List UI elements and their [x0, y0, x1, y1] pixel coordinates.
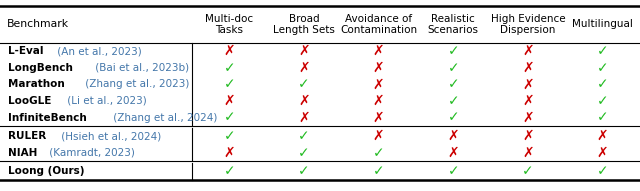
Text: Marathon: Marathon: [8, 79, 65, 89]
Text: (Li et al., 2023): (Li et al., 2023): [64, 96, 147, 106]
Text: ✗: ✗: [373, 111, 385, 125]
Text: ✓: ✓: [373, 164, 385, 178]
Text: LongBench: LongBench: [8, 63, 73, 73]
Text: (An et al., 2023): (An et al., 2023): [54, 46, 142, 56]
Text: ✓: ✓: [597, 61, 609, 75]
Text: ✓: ✓: [298, 146, 310, 160]
Text: ✓: ✓: [597, 94, 609, 108]
Text: ✓: ✓: [522, 164, 534, 178]
Text: ✗: ✗: [373, 61, 385, 75]
Text: ✓: ✓: [597, 111, 609, 125]
Text: (Zhang et al., 2023): (Zhang et al., 2023): [81, 79, 189, 89]
Text: ✗: ✗: [597, 146, 609, 160]
Text: Benchmark: Benchmark: [6, 19, 68, 29]
Text: ✗: ✗: [298, 44, 310, 58]
Text: ✗: ✗: [298, 94, 310, 108]
Text: NIAH: NIAH: [8, 148, 38, 158]
Text: ✗: ✗: [447, 146, 459, 160]
Text: (Kamradt, 2023): (Kamradt, 2023): [46, 148, 135, 158]
Text: ✗: ✗: [447, 129, 459, 143]
Text: ✗: ✗: [522, 111, 534, 125]
Text: ✓: ✓: [447, 61, 459, 75]
Text: ✗: ✗: [223, 146, 235, 160]
Text: ✓: ✓: [298, 129, 310, 143]
Text: RULER: RULER: [8, 131, 47, 141]
Text: ✓: ✓: [597, 77, 609, 91]
Text: ✗: ✗: [223, 94, 235, 108]
Text: High Evidence
Dispersion: High Evidence Dispersion: [491, 14, 565, 35]
Text: ✓: ✓: [373, 146, 385, 160]
Text: Avoidance of
Contamination: Avoidance of Contamination: [340, 14, 417, 35]
Text: ✗: ✗: [522, 77, 534, 91]
Text: ✓: ✓: [223, 61, 235, 75]
Text: ✓: ✓: [447, 164, 459, 178]
Text: Multilingual: Multilingual: [572, 19, 633, 29]
Text: ✗: ✗: [298, 61, 310, 75]
Text: ✗: ✗: [373, 77, 385, 91]
Text: ✗: ✗: [373, 129, 385, 143]
Text: ✓: ✓: [597, 44, 609, 58]
Text: ✓: ✓: [223, 77, 235, 91]
Text: ✓: ✓: [223, 111, 235, 125]
Text: ✗: ✗: [223, 44, 235, 58]
Text: ✗: ✗: [522, 146, 534, 160]
Text: ✗: ✗: [522, 44, 534, 58]
Text: ✓: ✓: [447, 111, 459, 125]
Text: ✗: ✗: [522, 94, 534, 108]
Text: ✓: ✓: [447, 44, 459, 58]
Text: (Bai et al., 2023b): (Bai et al., 2023b): [92, 63, 189, 73]
Text: ✓: ✓: [597, 164, 609, 178]
Text: Realistic
Scenarios: Realistic Scenarios: [428, 14, 479, 35]
Text: ✗: ✗: [373, 44, 385, 58]
Text: Broad
Length Sets: Broad Length Sets: [273, 14, 335, 35]
Text: L-Eval: L-Eval: [8, 46, 44, 56]
Text: (Zhang et al., 2024): (Zhang et al., 2024): [110, 112, 218, 123]
Text: ✓: ✓: [298, 77, 310, 91]
Text: ✓: ✓: [447, 94, 459, 108]
Text: Multi-doc
Tasks: Multi-doc Tasks: [205, 14, 253, 35]
Text: ✗: ✗: [597, 129, 609, 143]
Text: ✗: ✗: [522, 61, 534, 75]
Text: ✗: ✗: [373, 94, 385, 108]
Text: ✗: ✗: [522, 129, 534, 143]
Text: LooGLE: LooGLE: [8, 96, 52, 106]
Text: (Hsieh et al., 2024): (Hsieh et al., 2024): [58, 131, 161, 141]
Text: ✓: ✓: [223, 129, 235, 143]
Text: ✓: ✓: [223, 164, 235, 178]
Text: InfiniteBench: InfiniteBench: [8, 112, 87, 123]
Text: ✗: ✗: [298, 111, 310, 125]
Text: Loong (Ours): Loong (Ours): [8, 166, 85, 176]
Text: ✓: ✓: [298, 164, 310, 178]
Text: ✓: ✓: [447, 77, 459, 91]
